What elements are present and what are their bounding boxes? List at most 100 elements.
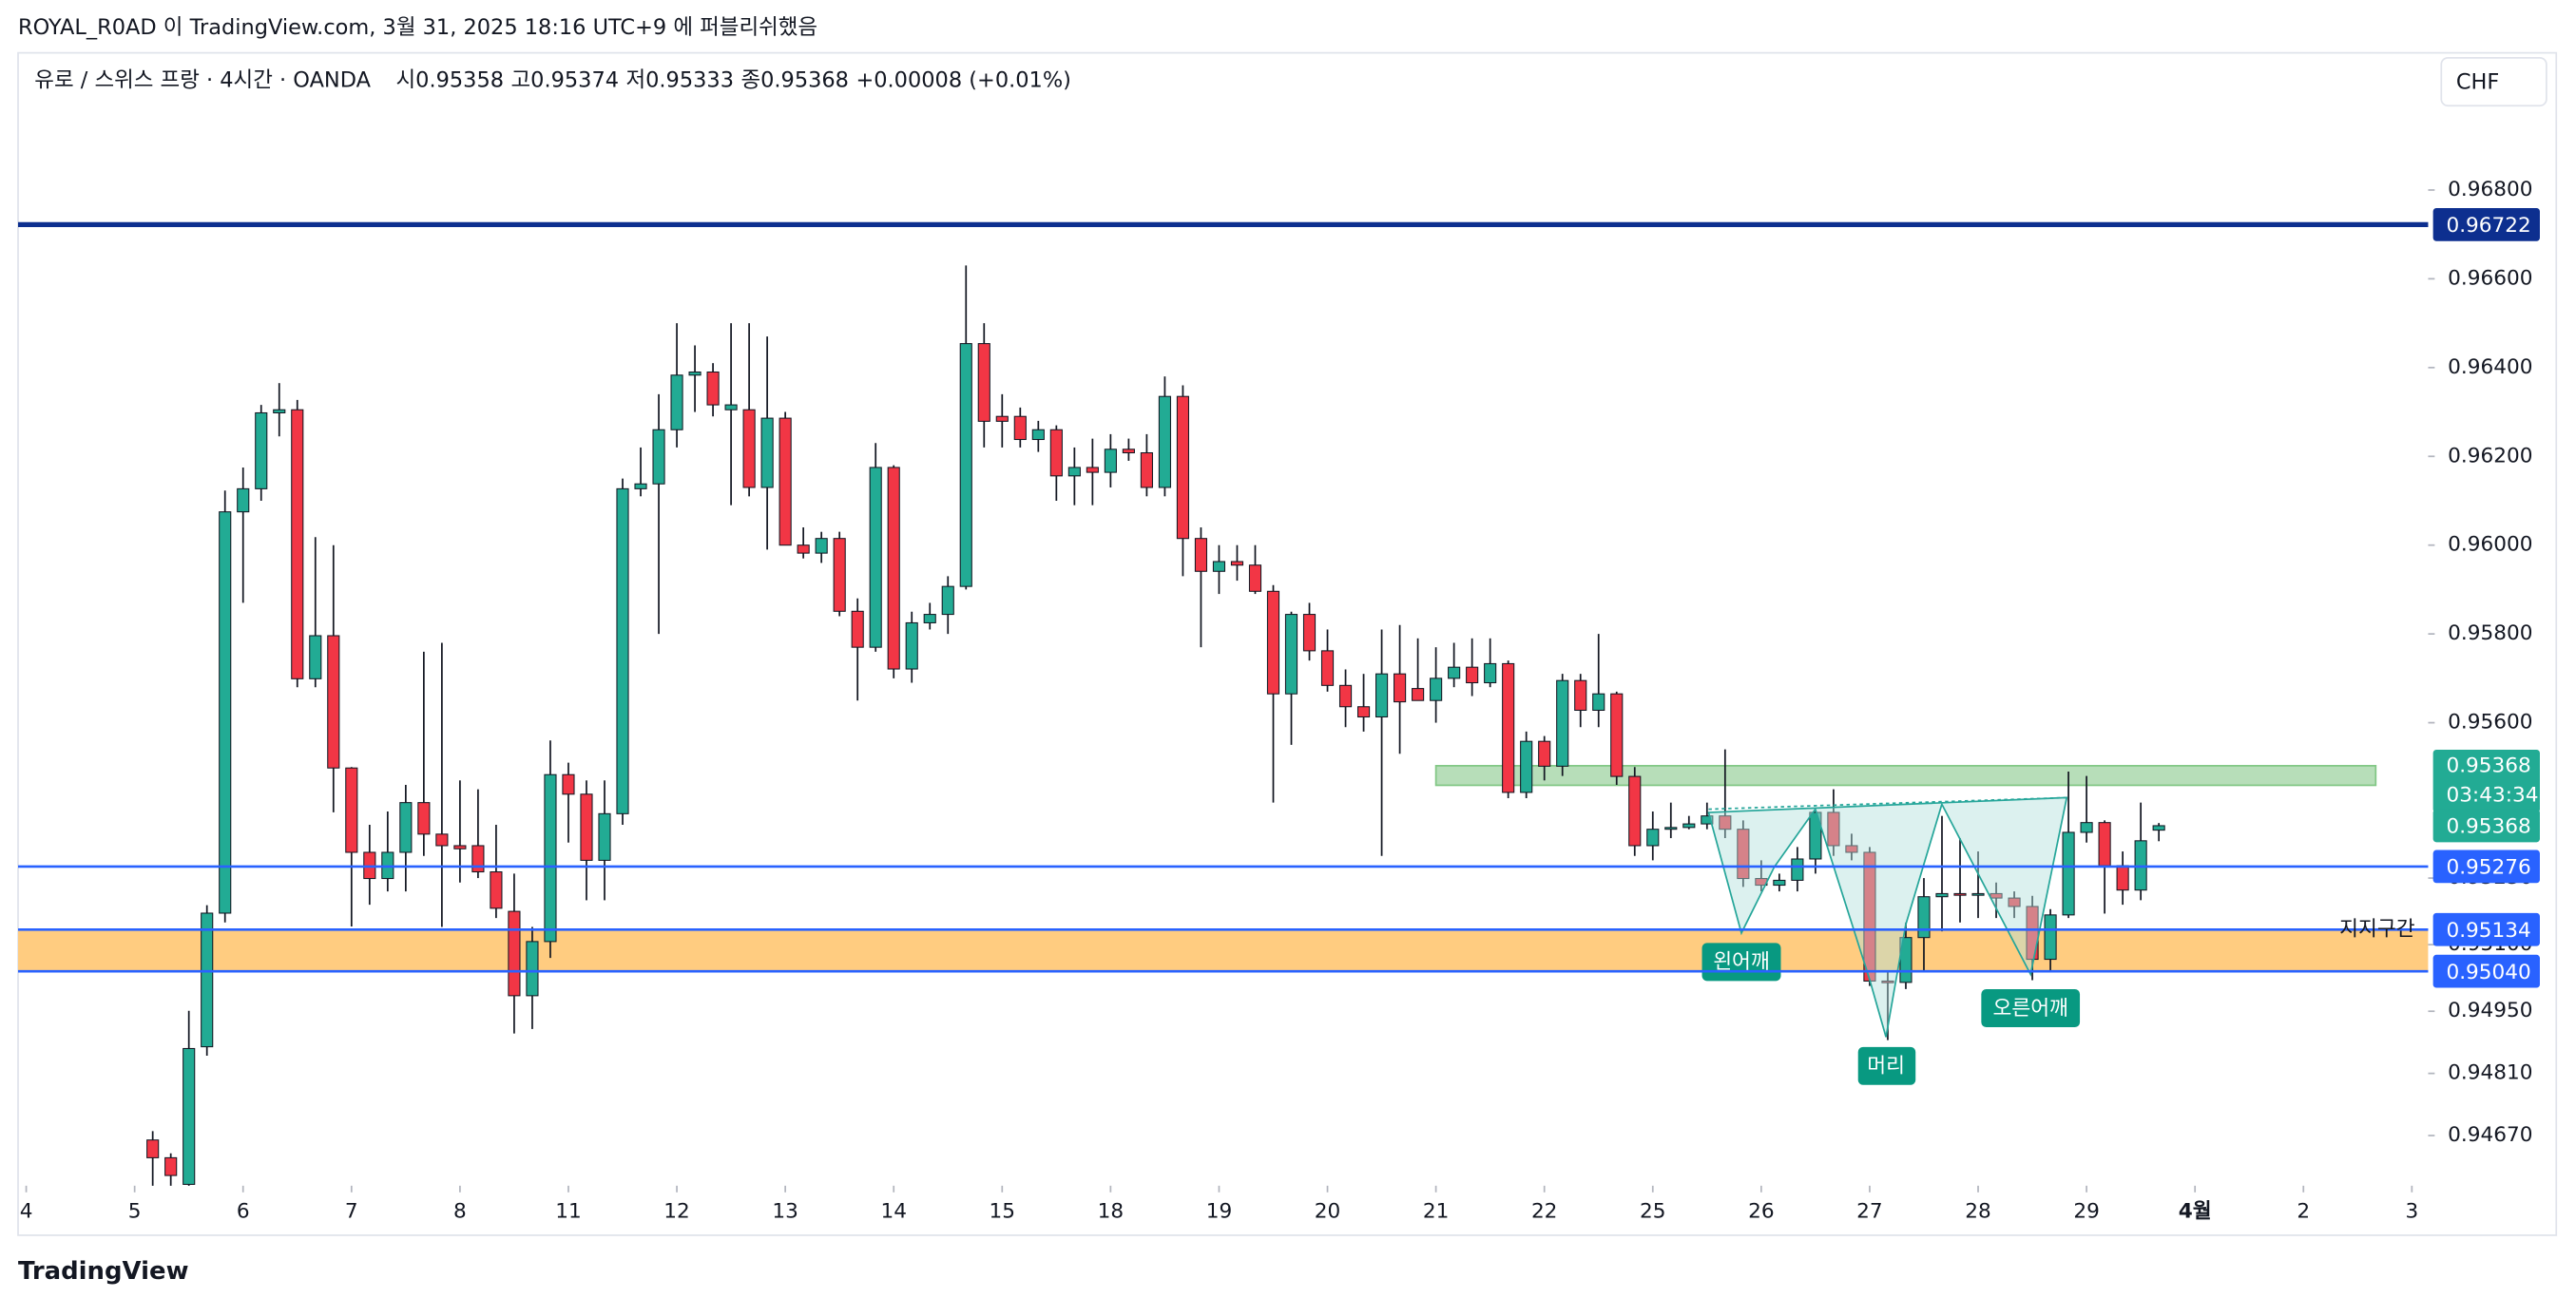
candle-body xyxy=(164,1156,178,1176)
pattern-label-box xyxy=(1981,989,2081,1027)
candle-body xyxy=(688,371,702,376)
candle-body xyxy=(345,767,358,853)
candle-body xyxy=(1791,858,1804,881)
price-label: 0.95368 xyxy=(2446,815,2530,839)
brand: TradingView xyxy=(18,1257,189,1286)
pattern-label: 오른어깨 xyxy=(1992,997,2067,1021)
candle-body xyxy=(616,487,629,814)
candle-body xyxy=(1412,688,1425,701)
zone xyxy=(18,929,2429,972)
candle-body xyxy=(1664,827,1678,830)
candle-body xyxy=(1302,614,1317,652)
symbol: 유로 / 스위스 프랑 · 4시간 · OANDA xyxy=(34,68,371,93)
pattern-label: 머리 xyxy=(1867,1055,1905,1078)
candle-body xyxy=(1248,564,1262,592)
ohlc-change: +0.00008 (+0.01%) xyxy=(855,68,1070,93)
candle-body xyxy=(490,871,503,909)
candle-body xyxy=(1375,673,1389,718)
candle-body xyxy=(237,487,250,513)
candle-body xyxy=(1845,845,1858,853)
candle-body xyxy=(1104,449,1117,473)
head-shoulders-shape xyxy=(1707,796,2068,1038)
candle-body xyxy=(1971,892,1985,896)
candle-body xyxy=(1827,811,1840,847)
y-tick-label: 0.94810 xyxy=(2448,1061,2532,1085)
candle-body xyxy=(2116,865,2129,891)
candle-body xyxy=(327,635,340,769)
x-tick-label: 4월 xyxy=(2179,1200,2212,1224)
x-tick-label: 6 xyxy=(237,1200,250,1224)
candle-body xyxy=(1466,666,1479,684)
candle-body xyxy=(1338,684,1353,708)
x-tick-label: 12 xyxy=(663,1200,689,1224)
candle-body xyxy=(652,429,665,485)
y-tick-label: 0.96600 xyxy=(2448,266,2532,290)
price-label-box xyxy=(2432,849,2540,884)
candle-body xyxy=(1502,662,1515,793)
price-label: 0.95134 xyxy=(2446,919,2530,943)
ohlc-low: 저0.95333 xyxy=(625,68,734,93)
y-tick-label: 0.95800 xyxy=(2448,621,2532,645)
candle-body xyxy=(1356,706,1371,718)
candle-body xyxy=(2098,822,2111,867)
candle-body xyxy=(291,409,304,679)
candle-body xyxy=(580,793,593,861)
x-tick-label: 11 xyxy=(555,1200,581,1224)
candle-body xyxy=(1049,429,1063,477)
currency: CHF xyxy=(2456,69,2499,94)
y-tick-label: 0.96200 xyxy=(2448,444,2532,468)
candle-body xyxy=(1448,666,1461,679)
candle-body xyxy=(2152,825,2165,831)
y-tick-label: 0.94670 xyxy=(2448,1123,2532,1147)
candle-body xyxy=(399,802,413,853)
ohlc-open: 시0.95358 xyxy=(396,68,505,93)
candle-body xyxy=(1773,879,1786,887)
candle-body xyxy=(1430,678,1443,701)
x-tick-label: 4 xyxy=(20,1200,33,1224)
candle-body xyxy=(435,833,449,847)
candle-body xyxy=(544,773,557,943)
currency-button[interactable] xyxy=(2440,56,2547,107)
candle-body xyxy=(1592,693,1605,712)
ohlc-high: 고0.95374 xyxy=(511,68,620,93)
price-label-box xyxy=(2432,954,2540,988)
candle-body xyxy=(1953,892,1967,896)
candle-body xyxy=(1176,395,1189,540)
x-tick-label: 19 xyxy=(1206,1200,1232,1224)
x-tick-label: 14 xyxy=(880,1200,906,1224)
x-tick-label: 7 xyxy=(345,1200,358,1224)
candle-body xyxy=(2044,914,2057,961)
y-tick-label: 0.96800 xyxy=(2448,178,2532,201)
candle-body xyxy=(1140,452,1153,488)
y-tick-label: 0.94950 xyxy=(2448,999,2532,1022)
candle-body xyxy=(273,409,286,414)
candle-body xyxy=(670,374,683,430)
candle-body xyxy=(2026,906,2039,961)
candle-body xyxy=(2080,822,2093,833)
candle-body xyxy=(1013,415,1027,441)
x-tick-label: 13 xyxy=(772,1200,798,1224)
x-tick-label: 18 xyxy=(1098,1200,1124,1224)
candle-body xyxy=(634,483,647,489)
candle-body xyxy=(887,467,900,670)
x-tick-label: 21 xyxy=(1423,1200,1449,1224)
candle-body xyxy=(995,415,1009,422)
candle-body xyxy=(1610,693,1624,777)
candle-body xyxy=(1320,650,1335,686)
candle-body xyxy=(724,404,738,410)
candle-body xyxy=(508,910,521,997)
candle-body xyxy=(309,635,322,679)
candle-body xyxy=(2062,831,2075,916)
candle-body xyxy=(851,610,864,648)
candle-body xyxy=(1394,673,1407,703)
candle-body xyxy=(1935,892,1949,898)
pattern-label-box xyxy=(1857,1046,1916,1085)
last-price-label: 0.95368 xyxy=(2446,754,2530,777)
candle-body xyxy=(977,343,990,422)
candle-body xyxy=(941,585,954,616)
candle-body xyxy=(706,371,720,406)
candle-body xyxy=(219,511,232,914)
x-tick-label: 28 xyxy=(1965,1200,1990,1224)
candle-body xyxy=(833,538,846,612)
